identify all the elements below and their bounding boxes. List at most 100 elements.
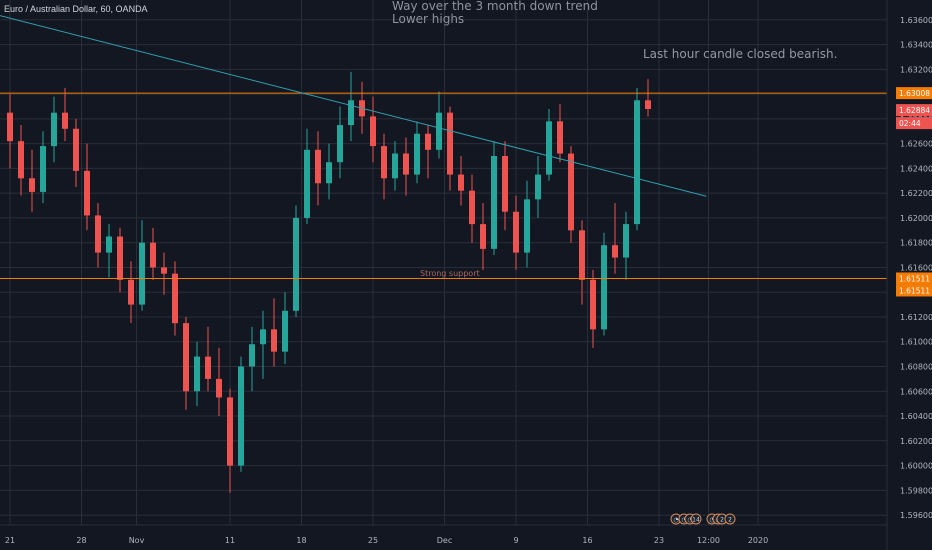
candle-body [568, 153, 574, 231]
price-axis[interactable]: 1.59600 1.59800 1.60000 1.60200 1.60400 1.606… [900, 16, 932, 520]
current-price-tag-bg [896, 104, 932, 117]
candle-body [249, 344, 255, 367]
candle-body [260, 329, 266, 345]
resistance-price-tag-bg [896, 87, 932, 100]
time-tick-label: 9 [513, 536, 518, 545]
candle-body [414, 133, 420, 175]
trend-line[interactable] [0, 0, 707, 197]
candle-body [601, 245, 607, 330]
candle-body [480, 224, 486, 249]
price-tick-label: 1.59600 [900, 511, 932, 520]
candle-body [62, 112, 68, 129]
candle-body [535, 174, 541, 200]
candle-body [392, 153, 398, 179]
support-price-tag-a: 1.61511 [899, 274, 930, 283]
time-tick-label: 28 [76, 536, 86, 545]
event-badges[interactable]: ◔◔◔14◔◔22 [670, 513, 736, 525]
symbol-title: Euro / Australian Dollar, 60, OANDA [4, 4, 148, 14]
candle-body [315, 149, 321, 184]
candle-body [634, 100, 640, 225]
support-label: Strong support [420, 269, 480, 278]
price-tick-label: 1.61000 [900, 338, 932, 347]
candle-body [304, 149, 310, 218]
candle-body [139, 242, 145, 305]
countdown-tag: 02:44 [899, 119, 921, 128]
candle-body [117, 236, 123, 280]
candle-body [172, 273, 178, 324]
time-tick-label: 25 [368, 536, 378, 545]
price-tick-label: 1.60600 [900, 387, 932, 396]
price-tick-label: 1.62600 [900, 140, 932, 149]
time-tick-label: Dec [437, 536, 452, 545]
levels-layer [0, 0, 887, 279]
time-tick-label: 23 [654, 536, 664, 545]
candle-body [381, 146, 387, 179]
candle-body [502, 156, 508, 212]
event-badge-glyph: 14 [692, 517, 700, 524]
candle-body [436, 112, 442, 150]
price-tick-label: 1.62200 [900, 189, 932, 198]
candle-body [579, 230, 585, 280]
candle-body [337, 125, 343, 163]
candle-body [238, 366, 244, 466]
price-tick-label: 1.61600 [900, 263, 932, 272]
candle-body [183, 323, 189, 392]
price-tick-label: 1.60200 [900, 437, 932, 446]
candle-body [216, 378, 222, 398]
candles-layer [7, 71, 651, 493]
price-tick-label: 1.62400 [900, 164, 932, 173]
price-tick-label: 1.61200 [900, 313, 932, 322]
candle-body [51, 112, 57, 147]
candle-body [29, 178, 35, 192]
candle-body [370, 116, 376, 147]
candle-body [7, 112, 13, 142]
time-axis[interactable]: 21 28 Nov 11 18 25 Dec 9 16 23 12:00 2020 [5, 536, 768, 545]
candle-body [590, 279, 596, 330]
support-price-tag-b: 1.61511 [899, 286, 930, 295]
candle-body [293, 217, 299, 311]
candle-body [128, 279, 134, 305]
countdown-tag-bg [896, 117, 932, 130]
candle-body [491, 156, 497, 249]
time-tick-label: 11 [225, 536, 235, 545]
candle-body [645, 100, 651, 109]
event-badge-glyph: ◔ [687, 517, 692, 524]
support-price-tag-b-bg [896, 284, 932, 297]
candle-body [403, 153, 409, 175]
price-tick-label: 1.63600 [900, 16, 932, 25]
time-tick-label: Nov [129, 536, 145, 545]
time-tick-label: 18 [296, 536, 306, 545]
trend-note-line1: Way over the 3 month down trend [392, 0, 598, 13]
current-price-tag: 1.62884 [899, 106, 930, 115]
candle-body [18, 141, 24, 179]
time-tick-label: 21 [5, 536, 15, 545]
candle-body [106, 236, 112, 253]
candle-body [205, 356, 211, 379]
candle-body [612, 245, 618, 258]
event-badge-glyph: ◔ [673, 517, 678, 524]
candle-body [161, 267, 167, 274]
candle-body [524, 199, 530, 253]
candle-body [95, 215, 101, 253]
event-badge[interactable] [690, 513, 702, 525]
event-badge-glyph: 2 [720, 517, 724, 524]
candle-body [458, 174, 464, 191]
event-badge[interactable] [724, 513, 736, 525]
candle-body [546, 121, 552, 175]
candle-body [513, 211, 519, 253]
event-badge-glyph: ◔ [709, 517, 714, 524]
price-tick-label: 1.60000 [900, 462, 932, 471]
trend-note-line2: Lower highs [392, 12, 465, 26]
candle-body [425, 133, 431, 150]
price-tags: 1.63008 1.62884 02:44 1.61511 1.61511 [896, 87, 932, 297]
price-tick-label: 1.60800 [900, 363, 932, 372]
trend-note[interactable]: Way over the 3 month down trend Lower hi… [392, 0, 598, 26]
candle-body [623, 224, 629, 258]
candle-body [84, 170, 90, 216]
candle-body [447, 112, 453, 175]
candle-note[interactable]: Last hour candle closed bearish. [643, 47, 838, 61]
time-tick-label: 16 [582, 536, 592, 545]
time-tick-label: 2020 [748, 536, 768, 545]
